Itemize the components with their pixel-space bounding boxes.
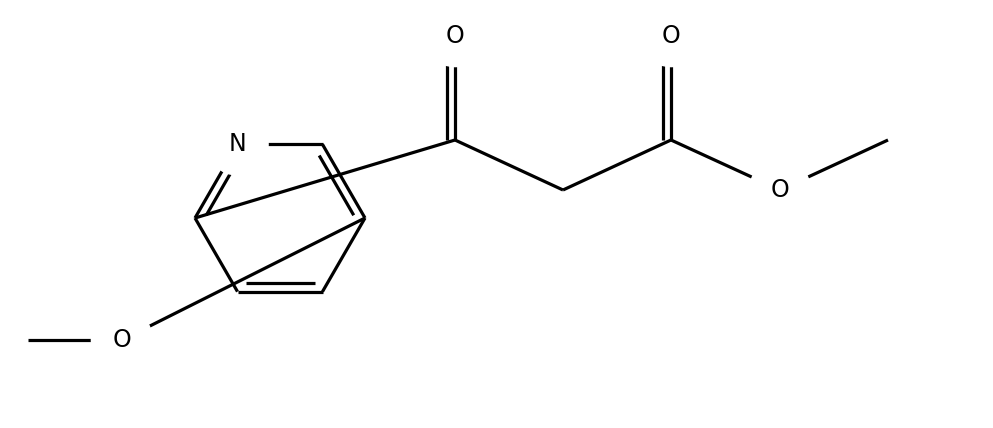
Text: O: O <box>112 328 131 352</box>
Circle shape <box>424 6 486 67</box>
Circle shape <box>207 114 268 175</box>
Circle shape <box>750 159 810 220</box>
Circle shape <box>640 6 702 67</box>
Circle shape <box>91 309 153 371</box>
Text: N: N <box>228 132 246 156</box>
Text: O: O <box>771 178 789 202</box>
Text: O: O <box>661 24 680 48</box>
Text: O: O <box>446 24 465 48</box>
